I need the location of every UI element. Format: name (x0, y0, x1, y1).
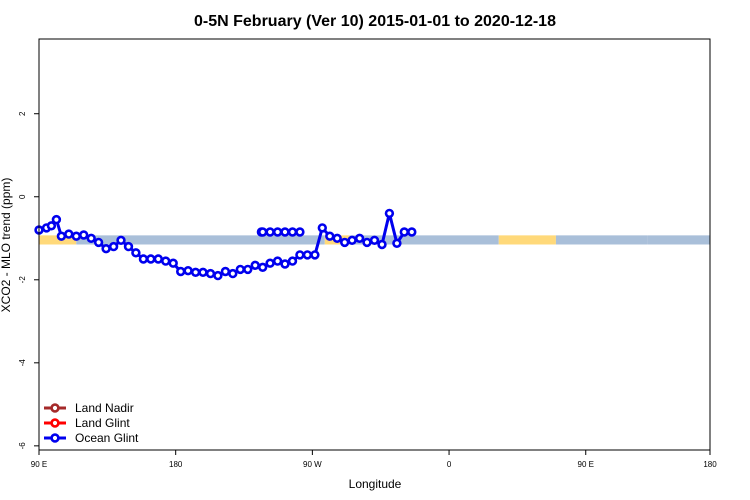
legend-item: Land Glint (44, 416, 130, 430)
data-point (310, 250, 320, 260)
data-point (347, 235, 357, 246)
data-point (108, 241, 119, 252)
data-point (265, 227, 275, 237)
y-tick-label: -4 (18, 359, 27, 367)
data-point (340, 237, 350, 248)
band-segment (39, 235, 77, 245)
legend-item: Land Nadir (44, 401, 134, 415)
data-point (176, 266, 186, 277)
data-point (258, 262, 268, 272)
series-layer (34, 208, 417, 281)
data-point (78, 230, 89, 240)
data-point (168, 258, 178, 268)
data-point (295, 250, 305, 260)
data-point (205, 268, 216, 279)
data-point (86, 233, 96, 244)
data-point (64, 229, 74, 239)
y-axis-label: XCO2 - MLO trend (ppm) (0, 178, 13, 313)
data-point (280, 259, 290, 269)
data-point (51, 214, 62, 225)
data-point (325, 231, 335, 241)
data-point (183, 266, 193, 276)
data-point (138, 254, 149, 264)
band-segment (498, 235, 556, 245)
x-tick-label: 180 (169, 460, 183, 469)
band-segment (647, 235, 710, 245)
data-point (93, 237, 104, 248)
data-point (369, 235, 380, 246)
legend-label: Land Nadir (75, 401, 134, 415)
data-point (198, 267, 208, 277)
x-axis-label: Longitude (349, 477, 402, 491)
series-ocean-glint (34, 208, 417, 281)
data-point (161, 256, 171, 266)
data-point (46, 221, 57, 231)
data-point (123, 241, 134, 252)
legend-item: Ocean Glint (44, 431, 139, 445)
y-tick-label: -6 (18, 442, 27, 450)
data-point (56, 231, 67, 241)
legend-marker (50, 433, 60, 443)
chart-title: 0-5N February (Ver 10) 2015-01-01 to 202… (194, 13, 556, 30)
data-point (101, 244, 111, 254)
legend-marker (50, 403, 60, 413)
data-point (71, 231, 82, 241)
data-point (265, 258, 275, 268)
data-point (243, 264, 253, 275)
data-point (250, 260, 260, 270)
data-point (295, 227, 305, 237)
x-tick-label: 180 (703, 460, 717, 469)
legend-marker (50, 418, 60, 428)
legend-label: Ocean Glint (75, 431, 139, 445)
data-point (190, 267, 201, 277)
data-point (392, 238, 402, 249)
data-point (272, 227, 283, 237)
legend-label: Land Glint (75, 416, 130, 430)
data-point (399, 227, 409, 237)
data-point (332, 233, 342, 244)
data-point (272, 256, 283, 266)
band-segment (349, 235, 499, 245)
data-point (258, 227, 268, 237)
data-point (302, 250, 313, 260)
x-axis: 90 E 180 90 W 0 90 E 180 (31, 450, 717, 469)
data-point (287, 227, 298, 237)
data-point (220, 266, 231, 277)
data-point (280, 227, 290, 237)
data-point (317, 223, 327, 233)
data-point (116, 235, 126, 246)
data-point (362, 237, 372, 248)
y-tick-label: -2 (18, 276, 27, 284)
data-point (131, 248, 141, 258)
x-tick-label: 90 E (578, 460, 594, 469)
data-point (235, 264, 246, 275)
x-tick-label: 0 (447, 460, 452, 469)
data-point (146, 254, 156, 264)
data-point (377, 239, 387, 250)
y-tick-label: 2 (18, 111, 27, 116)
data-point (287, 256, 298, 266)
plot-frame (38, 38, 711, 451)
data-point (153, 254, 164, 264)
y-tick-label: 0 (18, 194, 27, 199)
data-point (228, 268, 238, 279)
y-axis: 2 0 -2 -4 -6 (18, 111, 39, 449)
band-segment (76, 235, 325, 245)
x-tick-label: 90 E (31, 460, 47, 469)
data-point (213, 270, 223, 281)
data-point (354, 233, 365, 244)
band-segment (555, 235, 648, 245)
x-tick-label: 90 W (303, 460, 322, 469)
data-point (407, 227, 417, 237)
data-point (384, 208, 395, 219)
